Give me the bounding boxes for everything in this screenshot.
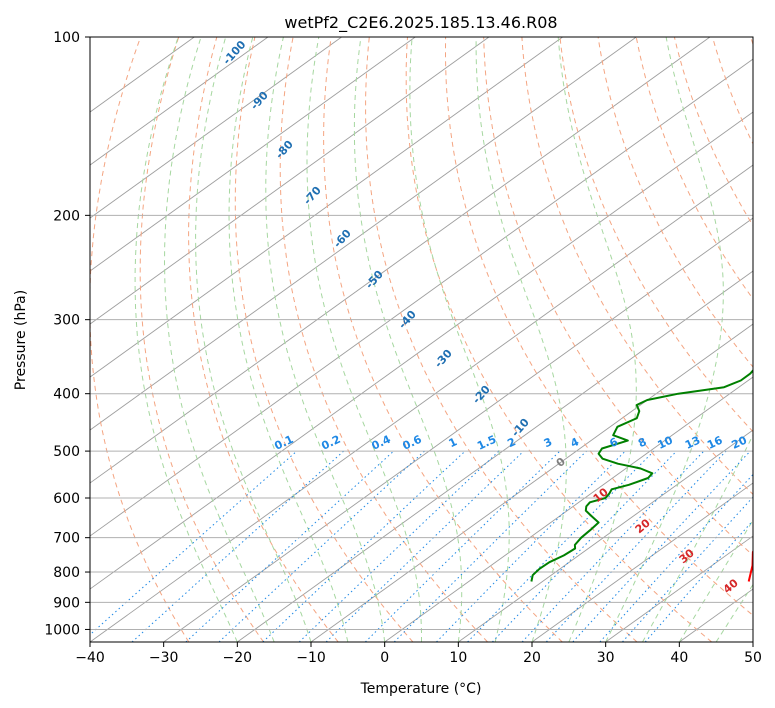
isotherm-line	[163, 217, 753, 642]
dry-adiabat-line	[635, 37, 753, 300]
y-tick-label: 500	[53, 444, 80, 460]
dry-adiabat-line	[712, 37, 753, 145]
y-tick-label: 400	[53, 387, 80, 403]
moist-adiabat-line	[678, 519, 753, 642]
mixing-ratio-line	[364, 450, 561, 642]
dry-adiabat-line	[483, 37, 753, 556]
isotherm-line	[384, 376, 753, 642]
profile-series	[530, 369, 753, 582]
dry-adiabat-line	[559, 37, 753, 433]
mixing-ratio-label: 20	[730, 433, 750, 451]
dewpoint-profile	[530, 369, 753, 582]
moist-adiabat-line	[353, 37, 463, 642]
mixing-ratio-line	[185, 450, 395, 642]
moist-adiabat-line	[475, 37, 567, 642]
moist-adiabat-line	[195, 37, 312, 642]
isotherm-line	[458, 429, 753, 642]
isotherm-line	[752, 641, 753, 642]
dry-adiabat-line	[445, 37, 753, 616]
dry-adiabat-line	[279, 37, 488, 642]
mixing-ratio-label: 16	[705, 433, 725, 451]
x-tick-label: −10	[296, 650, 326, 666]
y-tick-label: 900	[53, 595, 80, 611]
y-tick-label: 300	[53, 313, 80, 329]
mixing-ratio-label: 13	[683, 434, 702, 452]
moist-adiabat-line	[605, 37, 724, 642]
x-axis-title: Temperature (°C)	[360, 681, 482, 697]
mixing-ratio-line	[325, 450, 525, 642]
mixing-ratio-line	[90, 450, 298, 636]
isotherm-line	[90, 58, 753, 537]
y-axis-ticks: 100 200 300 400 500 600 700 800 900 1000	[44, 30, 90, 638]
x-tick-label: 10	[449, 650, 467, 666]
pressure-grid	[90, 37, 753, 630]
y-tick-label: 700	[53, 531, 80, 547]
moist-adiabat-line	[642, 433, 753, 642]
isotherm-line	[531, 482, 753, 642]
x-axis-ticks: −40 −30 −20 −10 0 10 20 30 40 50	[75, 642, 762, 666]
dry-adiabat-line	[323, 37, 563, 642]
dry-adiabat-line	[405, 37, 713, 642]
mixing-ratio-label: 10	[656, 433, 676, 451]
y-tick-label: 1000	[44, 622, 80, 638]
isotherm-line	[90, 37, 637, 431]
dry-adiabat-line	[597, 37, 753, 368]
dry-adiabat-line	[521, 37, 753, 495]
dry-adiabat-line	[750, 37, 753, 46]
y-tick-label: 600	[53, 491, 80, 507]
mixing-ratio-line	[218, 450, 425, 642]
moist-adiabat-line	[228, 37, 349, 642]
y-tick-label: 800	[53, 565, 80, 581]
isotherm-line	[237, 270, 753, 642]
mixing-ratio-line	[262, 450, 466, 642]
x-tick-label: −40	[75, 650, 105, 666]
dry-adiabat-line	[234, 37, 414, 642]
dry-adiabat-line	[139, 37, 264, 642]
x-tick-label: 30	[597, 650, 615, 666]
plot-frame	[89, 36, 754, 643]
isotherm-line	[90, 37, 416, 272]
moist-adiabat-line	[409, 37, 510, 642]
x-tick-label: −20	[223, 650, 253, 666]
dry-adiabat-line	[365, 37, 638, 642]
mixing-ratio-line	[393, 450, 587, 642]
x-tick-label: 40	[670, 650, 688, 666]
plot-area	[90, 37, 753, 642]
dry-adiabat-line	[673, 37, 753, 227]
mixing-ratio-line	[644, 519, 753, 642]
mixing-ratio-line	[298, 450, 500, 642]
isotherm-line	[605, 535, 753, 642]
background-lines	[90, 37, 753, 642]
mixing-ratio-line	[491, 450, 677, 642]
isotherm-line	[90, 111, 753, 590]
isotherm-line	[90, 37, 711, 484]
moist-adiabat-line	[163, 37, 275, 642]
mixing-ratio-line	[572, 450, 751, 642]
y-tick-label: 200	[53, 208, 80, 224]
mixing-ratio-line	[521, 450, 705, 642]
y-tick-label: 100	[53, 30, 80, 46]
x-tick-label: 50	[744, 650, 762, 666]
moist-adiabat-line	[134, 37, 238, 642]
moist-adiabat-line	[265, 37, 386, 642]
x-tick-label: −30	[149, 650, 179, 666]
y-axis-title: Pressure (hPa)	[13, 290, 29, 390]
dry-adiabat-line	[90, 37, 190, 642]
moist-adiabat-line	[715, 583, 753, 642]
x-tick-label: 20	[523, 650, 541, 666]
isotherm-line	[90, 37, 269, 166]
isotherm-line	[90, 37, 342, 219]
x-tick-label: 0	[380, 650, 389, 666]
isotherm-line	[90, 37, 490, 325]
chart-title: wetPf2_C2E6.2025.185.13.46.R08	[284, 13, 557, 33]
isotherm-line	[90, 37, 563, 378]
